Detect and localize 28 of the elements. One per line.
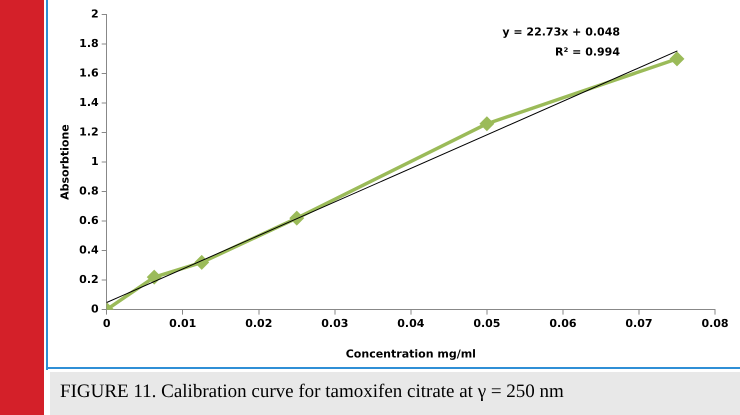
- x-tick-label: 0.02: [245, 317, 272, 330]
- x-tick-label: 0.07: [625, 317, 653, 330]
- y-tick-label: 1.8: [79, 36, 99, 50]
- x-tick-label: 0.08: [701, 317, 729, 330]
- y-tick-label: 1.2: [79, 125, 99, 138]
- point: [480, 117, 494, 130]
- x-tick-label: 0.01: [169, 317, 196, 330]
- annotation: y = 22.73x + 0.048: [502, 25, 620, 38]
- x-tick-label: 0.03: [321, 317, 348, 330]
- y-tick-label: 0.4: [79, 243, 100, 256]
- y-tick-label: 0.6: [79, 214, 100, 227]
- annotation: R² = 0.994: [555, 45, 620, 58]
- point: [147, 270, 161, 284]
- x-tick-label: 0.06: [549, 317, 577, 330]
- x-tick-label: 0: [102, 317, 111, 330]
- x-tick-label: 0.04: [397, 317, 425, 330]
- y-tick-label: 1.6: [79, 66, 100, 80]
- y-tick-label: 0: [91, 302, 100, 316]
- x-axis-title: Concentration mg/ml: [346, 347, 476, 360]
- y-axis-title: Absorbtione: [58, 124, 72, 200]
- x-tick-label: 0.05: [473, 317, 500, 330]
- caption: FIGURE 11. Calibration curve for tamoxifen citrate at γ = 250 nm: [60, 381, 564, 402]
- y-tick-label: 0.2: [79, 272, 99, 286]
- point: [670, 52, 684, 66]
- y-tick-label: 1: [91, 154, 99, 168]
- y-tick-label: 0.8: [79, 184, 99, 198]
- y-tick-label: 1.4: [79, 96, 100, 109]
- y-tick-label: 2: [91, 7, 99, 20]
